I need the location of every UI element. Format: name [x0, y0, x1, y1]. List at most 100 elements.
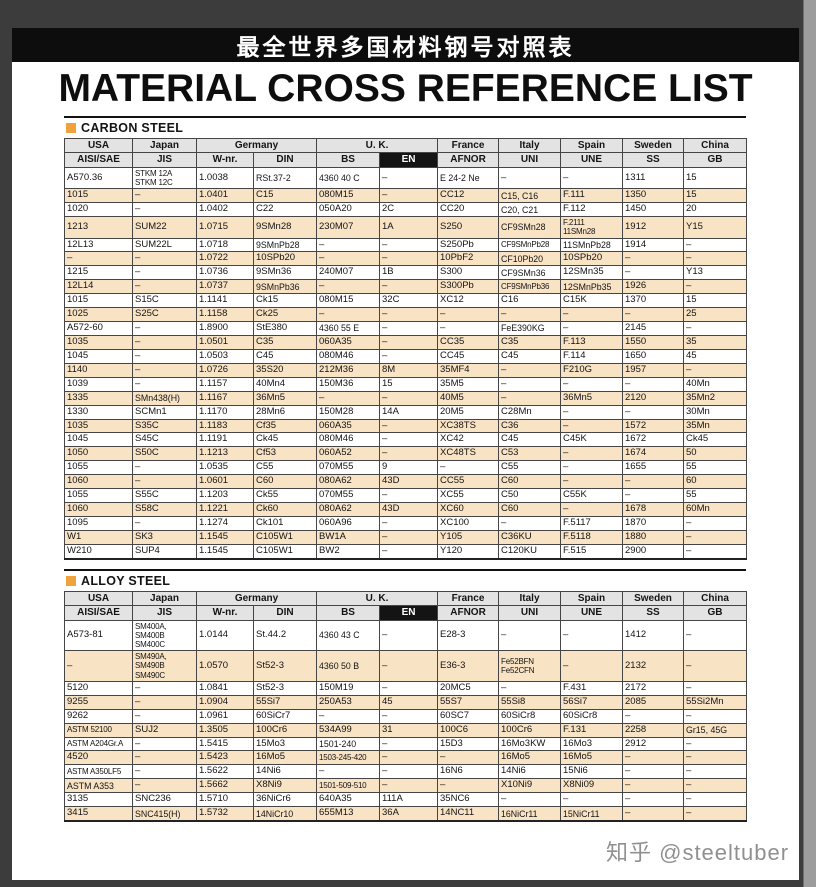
table-cell: A572-60 [64, 321, 133, 336]
table-cell: 1.1183 [196, 418, 254, 434]
table-cell: 1.1545 [196, 529, 254, 545]
table-cell: C45 [498, 432, 562, 448]
column-group-header: Germany [195, 590, 318, 607]
table-cell: 060A52 [316, 446, 381, 462]
table-cell: – [132, 708, 197, 724]
table-row: – SM490A, SM490B SM490C 1.0570 St52-3 4360 5… [64, 650, 748, 682]
table-cell: 30Mn [683, 404, 748, 420]
table-cell: – [683, 529, 748, 545]
table-cell: 1655 [622, 460, 685, 476]
table-cell: Y105 [437, 529, 500, 545]
column-group-header: U. K. [316, 137, 439, 154]
table-cell: 1.8900 [196, 321, 254, 336]
table-cell: – [132, 680, 197, 696]
column-subheader: DIN [252, 605, 318, 621]
table-cell: 55S7 [437, 694, 500, 710]
table-cell: – [316, 279, 381, 295]
table-cell: 15 [683, 188, 748, 204]
table-cell: 1050 [64, 446, 133, 462]
table-cell: 2145 [622, 321, 685, 336]
country-header-row: USA Japan Germany U. K. France Italy Spain Swed… [64, 590, 748, 607]
table-cell: CF9SMn28 [498, 216, 562, 239]
scrollbar[interactable] [803, 0, 816, 887]
column-group-header: Italy [498, 590, 562, 607]
table-cell: E28-3 [437, 619, 500, 652]
table-cell: – [379, 251, 439, 267]
table-cell: 2120 [622, 390, 685, 406]
table-cell: 1550 [622, 334, 685, 350]
table-cell: S55C [132, 488, 197, 504]
table-cell: C15 [252, 188, 318, 204]
table-cell: 1.0501 [196, 334, 254, 350]
table-cell: 60SiCr8 [560, 708, 624, 724]
table-cell: SUJ2 [132, 722, 197, 738]
table-cell: – [132, 515, 197, 531]
table-cell: RSt.37-2 [252, 166, 318, 190]
table-cell: E 24-2 Ne [437, 166, 500, 190]
table-cell: – [622, 778, 685, 794]
table-cell: C45 [252, 348, 318, 364]
column-subheader: UNI [498, 152, 562, 168]
table-cell: – [132, 279, 197, 295]
table-cell: – [379, 321, 439, 336]
table-cell: XC42 [437, 432, 500, 448]
table-cell: St52-3 [252, 650, 318, 682]
table-row: 1039–1.1157 40Mn4 150M36 15 35M5– – –40Mn [64, 376, 748, 392]
table-cell: 1957 [622, 362, 685, 378]
table-cell: 1.0144 [196, 619, 254, 652]
table-cell: – [379, 543, 439, 560]
table-cell: 35S20 [252, 362, 318, 378]
table-cell: C53 [498, 446, 562, 462]
table-cell: 2172 [622, 680, 685, 696]
table-cell: Ck45 [252, 432, 318, 448]
table-cell: – [683, 680, 748, 696]
table-cell: CC55 [437, 474, 500, 490]
column-subheader: EN [379, 605, 439, 621]
table-cell: 1055 [64, 460, 133, 476]
table-cell: XC48TS [437, 446, 500, 462]
table-cell: – [498, 619, 562, 652]
table-cell: 1140 [64, 362, 133, 378]
table-cell: 1.0904 [196, 694, 254, 710]
table-cell: ASTM A350LF5 [64, 764, 133, 780]
table-cell: 1926 [622, 279, 685, 295]
table-cell: C16 [498, 293, 562, 309]
column-subheader: UNE [560, 152, 624, 168]
table-cell: C22 [252, 202, 318, 218]
table-cell: – [622, 488, 685, 504]
table-cell: C45 [498, 348, 562, 364]
table-cell: F210G [560, 362, 624, 378]
table-cell: 1.0503 [196, 348, 254, 364]
table-cell: – [683, 279, 748, 295]
table-cell: 080M15 [316, 293, 381, 309]
standard-header-row: AISI/SAE JIS W-nr. DIN BS EN AFNOR UNI UNE SS GB [64, 605, 748, 621]
table-cell: – [622, 764, 685, 780]
table-cell: 4520 [64, 750, 133, 766]
table-cell: 36NiCr6 [252, 792, 318, 808]
table-cell: 14NiCr10 [252, 806, 318, 822]
table-cell: 15 [683, 293, 748, 309]
table-cell: – [683, 736, 748, 752]
table-cell: 16Mo5 [252, 750, 318, 766]
table-row: 1050 S50C 1.1213 Cf53 060A52– XC48TS C53–1674 5… [64, 446, 748, 462]
table-cell: 1.0726 [196, 362, 254, 378]
table-cell: 1045 [64, 432, 133, 448]
table-cell: 1015 [64, 293, 133, 309]
table-cell: – [683, 515, 748, 531]
table-cell: 4360 55 E [316, 321, 381, 336]
table-cell: 25 [683, 307, 748, 323]
table-row: 9262–1.0961 60SiCr7– –60SC7 60SiCr8 60SiCr8–… [64, 708, 748, 724]
table-cell: 080M15 [316, 188, 381, 204]
carbon-steel-table: USA Japan Germany U. K. France Italy Spain Swed… [64, 137, 748, 560]
table-cell: CC20 [437, 202, 500, 218]
table-cell: – [379, 764, 439, 780]
table-cell: – [622, 750, 685, 766]
table-cell: 28Mn6 [252, 404, 318, 420]
table-cell: – [379, 348, 439, 364]
table-row: 1015–1.0401 C15 080M15– CC12 C15, C16 F.111 13… [64, 188, 748, 204]
table-cell: SUM22 [132, 216, 197, 239]
table-cell: – [622, 806, 685, 822]
table-cell: 45 [683, 348, 748, 364]
table-cell: 43D [379, 474, 439, 490]
table-cell: 1674 [622, 446, 685, 462]
